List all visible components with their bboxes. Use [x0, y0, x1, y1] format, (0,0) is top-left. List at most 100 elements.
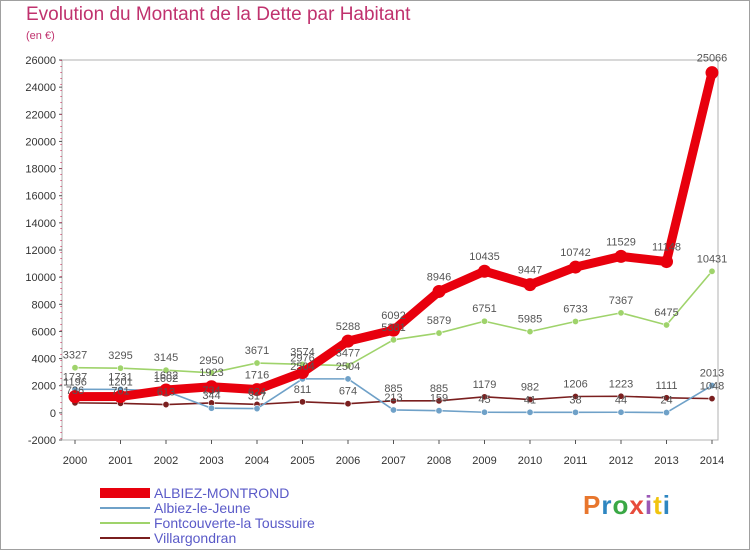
data-point: [662, 409, 670, 417]
data-point: [660, 255, 673, 269]
data-point: [389, 336, 397, 344]
data-label: 2504: [290, 361, 314, 373]
y-tick-label: 8000: [32, 299, 56, 311]
data-label: 10431: [697, 253, 728, 265]
data-point: [117, 364, 125, 372]
data-point: [344, 362, 352, 370]
data-label: 5985: [518, 314, 542, 326]
proxiti-logo: Proxiti: [583, 490, 671, 520]
data-point: [387, 323, 400, 337]
data-label: 2013: [700, 368, 724, 380]
data-label: 41: [524, 394, 536, 406]
data-label: 613: [157, 387, 175, 399]
data-label: 5288: [336, 321, 360, 333]
data-label: 1602: [154, 373, 178, 385]
data-label: 344: [202, 390, 220, 402]
legend-label: Villargondran: [154, 530, 236, 546]
data-point: [571, 408, 579, 416]
y-tick-label: 18000: [25, 164, 56, 176]
data-point: [435, 397, 443, 405]
y-tick-label: 24000: [25, 82, 56, 94]
data-point: [523, 278, 537, 292]
data-label: 1716: [245, 370, 269, 382]
data-label: 6751: [472, 303, 496, 315]
data-label: 1179: [473, 379, 497, 391]
data-label: 213: [384, 392, 402, 404]
data-label: 3295: [108, 350, 132, 362]
data-label: 317: [248, 391, 266, 403]
data-label: 674: [339, 386, 357, 398]
chart-subtitle: (en €): [26, 30, 55, 42]
data-point: [708, 382, 716, 390]
data-point: [478, 264, 491, 278]
legend-label: Albiez-le-Jeune: [154, 500, 251, 516]
x-tick-label: 2014: [700, 455, 724, 467]
data-point: [662, 394, 670, 402]
data-point: [480, 408, 488, 416]
y-tick-label: 20000: [25, 136, 56, 148]
data-label: 2504: [336, 361, 360, 373]
y-tick-label: 26000: [25, 55, 56, 67]
series-line: [70, 68, 717, 402]
data-label: 1731: [108, 371, 132, 383]
data-point: [662, 321, 670, 329]
data-point: [435, 407, 443, 415]
data-point: [705, 66, 719, 80]
y-tick-label: -2000: [28, 435, 56, 447]
data-point: [296, 365, 309, 379]
data-label: 736: [66, 385, 84, 397]
data-label: 1682: [154, 370, 178, 382]
data-point: [708, 267, 716, 275]
legend: ALBIEZ-MONTRONDAlbiez-le-JeuneFontcouver…: [100, 485, 315, 546]
data-point: [480, 317, 488, 325]
x-tick-label: 2013: [654, 455, 678, 467]
data-label: 885: [430, 383, 448, 395]
data-label: 811: [294, 384, 312, 396]
y-tick-label: 4000: [32, 354, 56, 366]
data-point: [526, 328, 534, 336]
data-point: [159, 383, 173, 397]
data-label: 10742: [560, 247, 591, 259]
data-label: 982: [521, 382, 539, 394]
data-label: 3574: [290, 346, 314, 358]
data-point: [571, 392, 579, 400]
data-point: [208, 369, 216, 377]
data-label: 3477: [336, 348, 360, 360]
data-label: 1201: [108, 377, 132, 389]
data-point: [435, 329, 443, 337]
data-point: [708, 395, 716, 403]
data-point: [617, 392, 625, 400]
data-point: [205, 380, 218, 394]
data-point: [617, 309, 625, 317]
data-point: [341, 334, 355, 348]
x-tick-label: 2012: [609, 455, 633, 467]
y-tick-label: 10000: [25, 272, 56, 284]
data-label: 11529: [606, 236, 636, 248]
y-tick-label: 2000: [32, 381, 56, 393]
data-point: [253, 359, 261, 367]
y-tick-label: 6000: [32, 326, 56, 338]
x-tick-label: 2010: [518, 455, 542, 467]
data-label: 7367: [609, 295, 633, 307]
data-point: [432, 284, 446, 298]
data-point: [344, 400, 352, 408]
data-label: 1111: [655, 380, 677, 392]
legend-label: ALBIEZ-MONTROND: [154, 485, 289, 501]
data-label: 10435: [469, 251, 500, 263]
data-label: 885: [384, 383, 402, 395]
data-label: 45: [478, 394, 490, 406]
data-label: 1048: [700, 381, 724, 393]
data-label: 1737: [63, 371, 87, 383]
data-point: [208, 404, 216, 412]
data-point: [71, 364, 79, 372]
y-tick-label: 16000: [25, 191, 56, 203]
x-tick-label: 2005: [290, 455, 314, 467]
data-label: 701: [111, 385, 129, 397]
x-tick-label: 2006: [336, 455, 360, 467]
data-label: 1196: [63, 377, 87, 389]
x-tick-label: 2008: [427, 455, 451, 467]
y-tick-label: 14000: [25, 218, 56, 230]
data-label-layer: 736 701 613 734 624 811 674 885 885 1179 982 1206 12…: [63, 53, 728, 407]
x-tick-label: 2003: [199, 455, 223, 467]
